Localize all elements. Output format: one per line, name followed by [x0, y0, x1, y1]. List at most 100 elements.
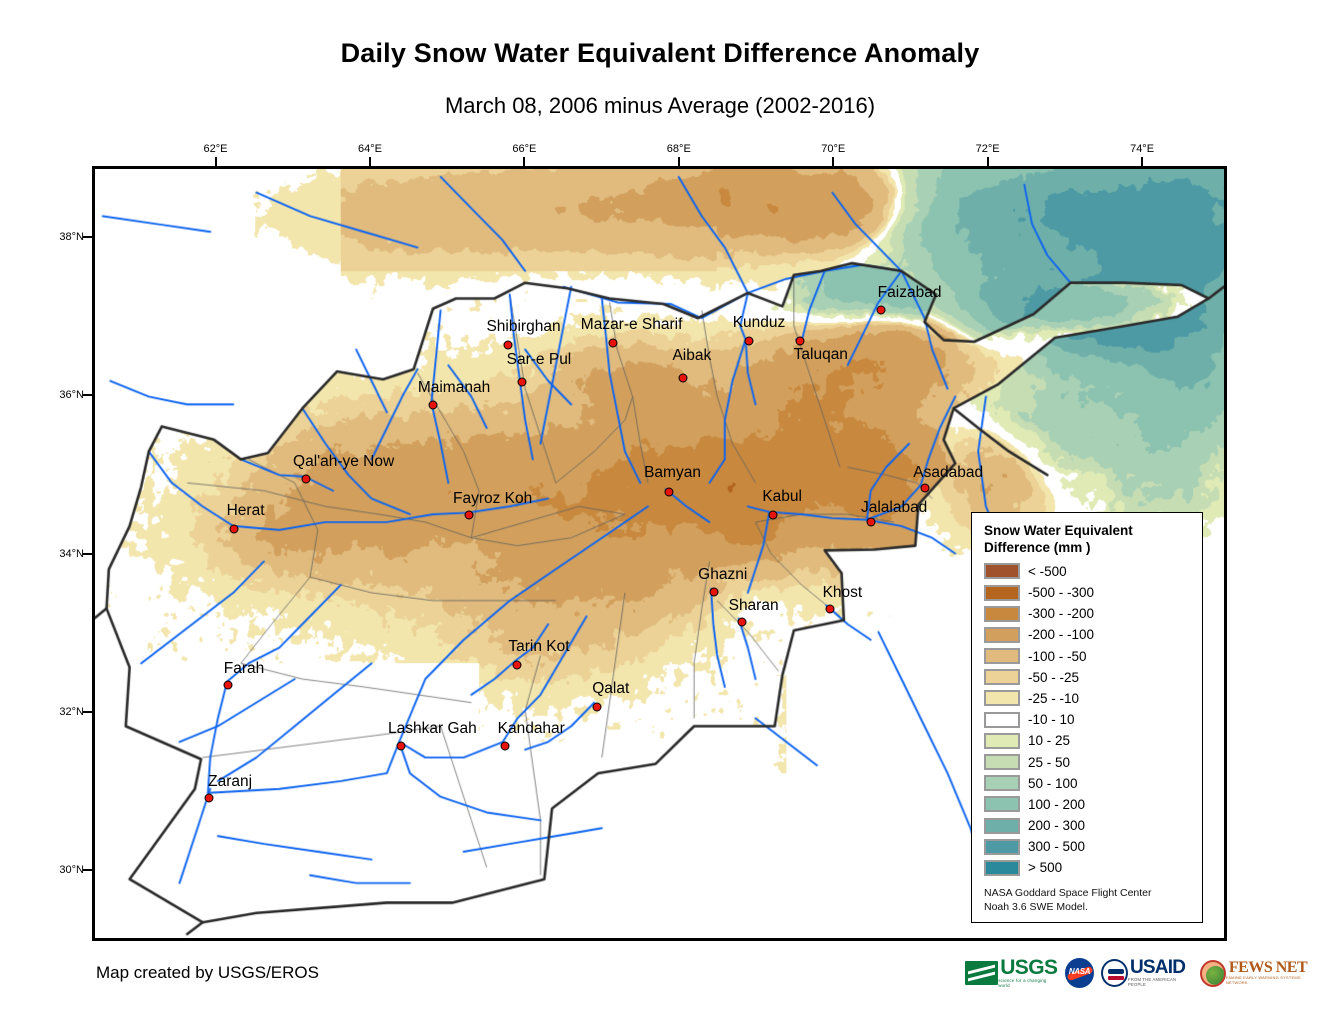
usgs-mark-icon: [965, 961, 999, 985]
city-marker[interactable]: [795, 336, 805, 346]
city-marker[interactable]: [464, 510, 474, 520]
legend-row: -10 - 10: [984, 709, 1202, 730]
lon-tick-mark: [986, 157, 989, 166]
city-marker[interactable]: [428, 400, 438, 410]
legend-color-swatch: [984, 754, 1020, 771]
city-marker[interactable]: [512, 660, 522, 670]
legend-row: 200 - 300: [984, 815, 1202, 836]
fews-globe-icon: [1199, 959, 1226, 987]
city-label: Qalat: [592, 679, 630, 697]
nasa-logo-text: NASA: [1068, 967, 1091, 976]
city-marker[interactable]: [920, 483, 930, 493]
city-label: Bamyan: [644, 464, 701, 482]
lon-tick-label: 70°E: [821, 143, 846, 155]
lon-tick-label: 72°E: [975, 143, 1000, 155]
legend-class-label: 300 - 500: [1028, 839, 1086, 855]
city-marker[interactable]: [592, 702, 602, 712]
city-label: Ghazni: [698, 565, 748, 583]
city-marker[interactable]: [229, 524, 239, 534]
lon-tick-mark: [677, 157, 680, 166]
legend-color-swatch: [984, 690, 1020, 707]
city-label: Herat: [226, 502, 265, 520]
legend-row: 50 - 100: [984, 773, 1202, 794]
legend-class-label: 25 - 50: [1028, 754, 1071, 770]
lat-tick-mark: [83, 394, 92, 397]
lat-tick-mark: [83, 710, 92, 713]
legend-row: 100 - 200: [984, 794, 1202, 815]
lon-tick-mark: [1141, 157, 1144, 166]
city-marker[interactable]: [204, 793, 213, 803]
legend-class-label: -300 - -200: [1028, 606, 1095, 622]
agency-logo-strip: USGS science for a changing world NASA U…: [965, 952, 1320, 994]
legend-class-label: -500 - -300: [1028, 585, 1095, 601]
legend-row: -200 - -100: [984, 624, 1202, 645]
city-label: Asadabad: [913, 463, 984, 481]
legend-source-note: NASA Goddard Space Flight Center Noah 3.…: [984, 886, 1202, 914]
legend-color-swatch: [984, 732, 1020, 749]
legend-class-label: -50 - -25: [1028, 669, 1080, 685]
lat-tick-label: 38°N: [59, 231, 84, 244]
lat-tick-label: 36°N: [59, 389, 84, 402]
city-label: Fayroz Koh: [452, 489, 533, 507]
lat-tick-mark: [83, 236, 92, 239]
usgs-logo-text: USGS: [1000, 956, 1058, 980]
city-marker[interactable]: [737, 617, 747, 627]
legend-color-swatch: [984, 605, 1020, 622]
lon-tick-label: 74°E: [1130, 143, 1155, 155]
legend-row: -500 - -300: [984, 582, 1202, 603]
legend-color-swatch: [984, 711, 1020, 728]
legend-note-line2: Noah 3.6 SWE Model.: [984, 900, 1088, 913]
legend-color-swatch: [984, 563, 1020, 580]
city-marker[interactable]: [500, 741, 510, 751]
city-label: Tarin Kot: [508, 638, 570, 656]
lon-tick-label: 62°E: [203, 143, 228, 155]
lon-tick-mark: [214, 157, 217, 166]
legend-class-label: -200 - -100: [1028, 627, 1095, 643]
lon-tick-label: 66°E: [512, 143, 537, 155]
city-marker[interactable]: [301, 474, 311, 484]
legend-row: -300 - -200: [984, 603, 1202, 624]
fews-logo-text: FEWS NET: [1228, 958, 1308, 976]
map-legend: Snow Water Equivalent Difference (mm ) <…: [971, 512, 1203, 923]
city-label: Taluqan: [793, 345, 848, 363]
usgs-logo: USGS science for a changing world: [965, 956, 1058, 990]
legend-title: Snow Water Equivalent Difference (mm ): [984, 523, 1202, 557]
city-marker[interactable]: [768, 510, 778, 520]
legend-note-line1: NASA Goddard Space Flight Center: [984, 886, 1152, 899]
legend-row: < -500: [984, 561, 1202, 582]
legend-class-label: -10 - 10: [1028, 712, 1075, 728]
lat-tick-label: 34°N: [59, 547, 84, 560]
city-marker[interactable]: [223, 680, 233, 690]
city-marker[interactable]: [503, 340, 513, 350]
city-marker[interactable]: [608, 338, 618, 348]
city-label: Faizabad: [877, 284, 942, 302]
city-label: Shibirghan: [486, 318, 561, 336]
legend-color-swatch: [984, 859, 1020, 876]
city-marker[interactable]: [517, 377, 527, 387]
city-marker[interactable]: [876, 305, 886, 315]
usgs-logo-tagline: science for a changing world: [998, 977, 1047, 988]
legend-row: -50 - -25: [984, 667, 1202, 688]
fews-logo-tagline: FAMINE EARLY WARNING SYSTEMS NETWORK: [1225, 975, 1301, 986]
city-marker[interactable]: [744, 336, 754, 346]
legend-color-swatch: [984, 648, 1020, 665]
lat-tick-mark: [83, 868, 92, 871]
city-marker[interactable]: [678, 373, 688, 383]
city-marker[interactable]: [709, 587, 719, 597]
city-marker[interactable]: [664, 487, 674, 497]
legend-color-swatch: [984, 584, 1020, 601]
page-subtitle: March 08, 2006 minus Average (2002-2016): [444, 93, 876, 118]
legend-class-label: 200 - 300: [1028, 818, 1086, 834]
nasa-logo: NASA: [1065, 958, 1094, 988]
legend-class-label: 50 - 100: [1028, 775, 1078, 791]
city-label: Sar-e Pul: [506, 351, 572, 369]
city-marker[interactable]: [825, 604, 835, 614]
city-label: Maimanah: [417, 379, 491, 397]
fews-net-logo: FEWS NET FAMINE EARLY WARNING SYSTEMS NE…: [1199, 958, 1320, 988]
lat-tick-label: 32°N: [59, 705, 84, 718]
page-title: Daily Snow Water Equivalent Difference A…: [340, 38, 980, 68]
legend-class-label: < -500: [1028, 563, 1067, 579]
city-marker[interactable]: [866, 517, 876, 527]
legend-class-label: -100 - -50: [1028, 648, 1087, 664]
city-marker[interactable]: [396, 741, 406, 751]
